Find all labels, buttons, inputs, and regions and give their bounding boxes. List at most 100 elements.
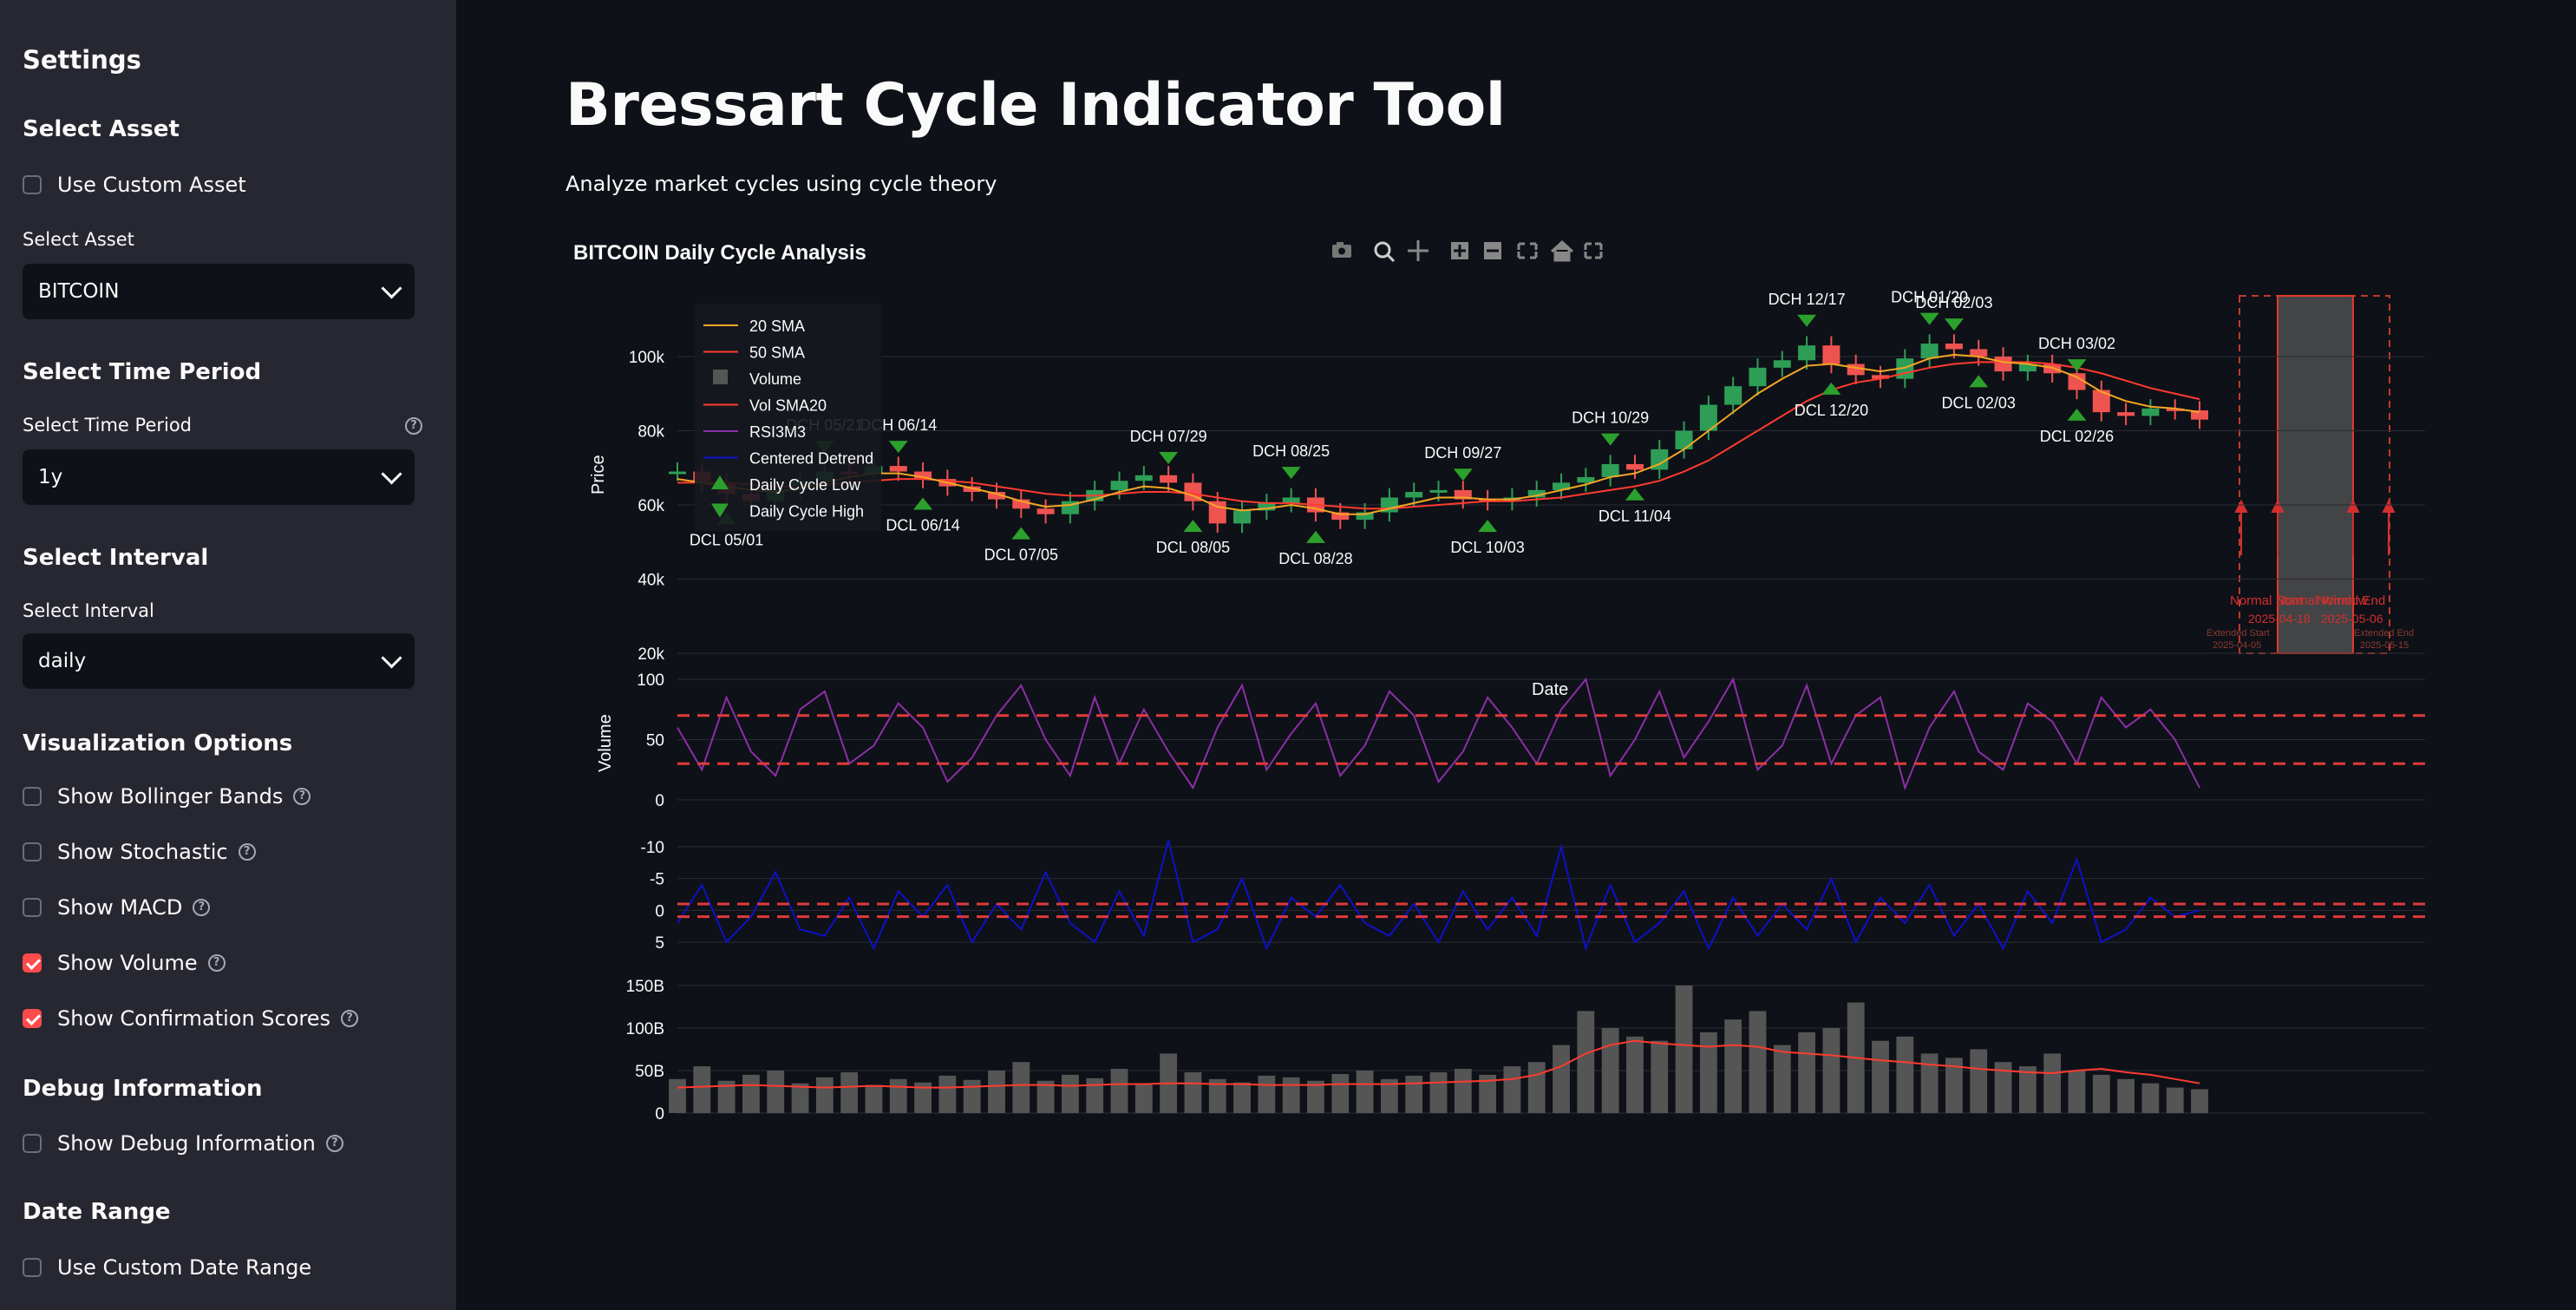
debug-information-heading: Debug Information (23, 1076, 263, 1102)
sma20-line (677, 353, 2200, 515)
cycle-high-label: DCH 08/25 (1252, 442, 1330, 460)
checkbox-label: Show Confirmation Scores (57, 1006, 331, 1031)
option-checkbox-2[interactable]: Show MACD? (23, 894, 211, 920)
volume-bar (1036, 1080, 1055, 1113)
extended-start-label: Extended Start (2207, 628, 2270, 639)
cycle-low-label: DCL 10/03 (1450, 539, 1524, 556)
main-content: Bressart Cycle Indicator Tool Analyze ma… (456, 0, 2576, 1310)
volume-bar (1454, 1069, 1472, 1113)
volume-bar (1749, 1011, 1767, 1113)
cycle-high-marker (1797, 314, 1817, 327)
volume-bar (1086, 1077, 1104, 1113)
volume-bar (1061, 1074, 1079, 1113)
volume-bar (1699, 1032, 1717, 1113)
checkbox-box[interactable] (23, 1009, 42, 1028)
candle-body (1405, 492, 1423, 498)
date-axis-label: Date (1532, 680, 1568, 699)
help-icon[interactable]: ? (193, 899, 211, 916)
cycle-low-marker (913, 497, 933, 510)
volume-bar (1675, 986, 1693, 1113)
help-icon[interactable]: ? (293, 788, 311, 805)
help-icon[interactable]: ? (207, 954, 226, 972)
candle-body (1798, 345, 1816, 361)
checkbox-box[interactable] (23, 898, 42, 917)
zoom-icon[interactable] (1374, 241, 1396, 263)
candle-body (1258, 502, 1276, 511)
cycle-low-label: DCL 05/01 (690, 532, 763, 549)
candle-body (987, 492, 1005, 500)
volume-bar (2043, 1053, 2062, 1113)
interval-select[interactable]: daily (23, 633, 415, 689)
interval-label: Select Interval (23, 600, 154, 621)
option-checkbox-4[interactable]: Show Confirmation Scores? (23, 1005, 359, 1032)
volume-bar (1651, 1040, 1669, 1113)
candle-body (1994, 357, 2012, 372)
candle-body (2092, 390, 2110, 413)
help-icon[interactable]: ? (238, 843, 256, 861)
checkbox-box[interactable] (23, 953, 42, 973)
legend-label: Volume (749, 370, 801, 388)
time-period-heading: Select Time Period (23, 359, 262, 385)
cycle-chart-svg[interactable]: BITCOIN Daily Cycle Analysis (456, 217, 2576, 1128)
checkbox-box[interactable] (23, 842, 42, 861)
candle-body (1699, 404, 1717, 431)
volume-bar (791, 1083, 809, 1113)
home-icon[interactable] (1550, 239, 1574, 262)
checkbox-box[interactable] (23, 1258, 42, 1277)
pan-icon[interactable] (1408, 240, 1429, 261)
price-tick-label: 20k (637, 645, 664, 664)
candle-body (1920, 344, 1939, 359)
option-checkbox-0[interactable]: Show Bollinger Bands? (23, 783, 311, 809)
price-tick-label: 40k (637, 572, 664, 590)
legend-label: Centered Detrend (749, 450, 873, 468)
volume-bar (2018, 1066, 2037, 1113)
candle-body (1356, 512, 1374, 521)
use-custom-date-checkbox[interactable]: Use Custom Date Range (23, 1254, 311, 1281)
help-icon[interactable]: ? (405, 417, 422, 435)
time-period-select[interactable]: 1y (23, 449, 415, 505)
asset-select[interactable]: BITCOIN (23, 264, 415, 319)
autoscale-icon[interactable] (1517, 242, 1538, 259)
cycle-low-marker (1821, 382, 1841, 395)
option-checkbox-1[interactable]: Show Stochastic? (23, 839, 256, 865)
volume-bar (1282, 1077, 1300, 1113)
fullscreen-icon[interactable] (1584, 242, 1603, 259)
checkbox-label: Show Debug Information (57, 1131, 316, 1156)
candle-body (2166, 408, 2184, 411)
page-subtitle: Analyze market cycles using cycle theory (566, 172, 997, 196)
show-debug-checkbox[interactable]: Show Debug Information ? (23, 1130, 343, 1156)
candle-body (963, 486, 981, 493)
candle-body (1724, 386, 1742, 405)
checkbox-box[interactable] (23, 787, 42, 806)
interval-heading: Select Interval (23, 545, 209, 571)
extended-end-label: Extended End (2354, 628, 2414, 639)
candle-body (1527, 489, 1546, 498)
sidebar: Settings Select Asset Use Custom Asset S… (0, 0, 456, 1310)
volume-axis-label: Volume (596, 714, 615, 772)
volume-bar (1184, 1071, 1202, 1113)
candle-body (1970, 349, 1988, 357)
cycle-chart[interactable]: BITCOIN Daily Cycle Analysis (456, 217, 2576, 1128)
checkbox-box[interactable] (23, 1134, 42, 1153)
camera-icon[interactable] (1332, 242, 1351, 258)
volume-bar (1724, 1019, 1742, 1113)
candle-body (1847, 364, 1865, 376)
candle-body (1184, 482, 1202, 501)
help-icon[interactable]: ? (341, 1010, 359, 1027)
normal-start-date: 2025-04-18 (2248, 612, 2311, 626)
checkbox-box[interactable] (23, 175, 42, 194)
use-custom-asset-checkbox[interactable]: Use Custom Asset (23, 172, 246, 198)
checkbox-label: Show MACD (57, 895, 183, 920)
zoom-in-icon[interactable] (1451, 242, 1468, 259)
detrend-tick-label: -5 (650, 871, 664, 889)
zoom-out-icon[interactable] (1484, 242, 1501, 259)
cycle-high-label: DCH 10/29 (1572, 409, 1649, 427)
help-icon[interactable]: ? (325, 1135, 343, 1152)
cycle-high-label: DCH 01/20 (1891, 289, 1968, 306)
legend-swatch (711, 503, 729, 518)
candle-body (2141, 408, 2160, 416)
volume-bar (1822, 1028, 1840, 1113)
candle-body (1601, 463, 1619, 477)
option-checkbox-3[interactable]: Show Volume? (23, 950, 226, 976)
